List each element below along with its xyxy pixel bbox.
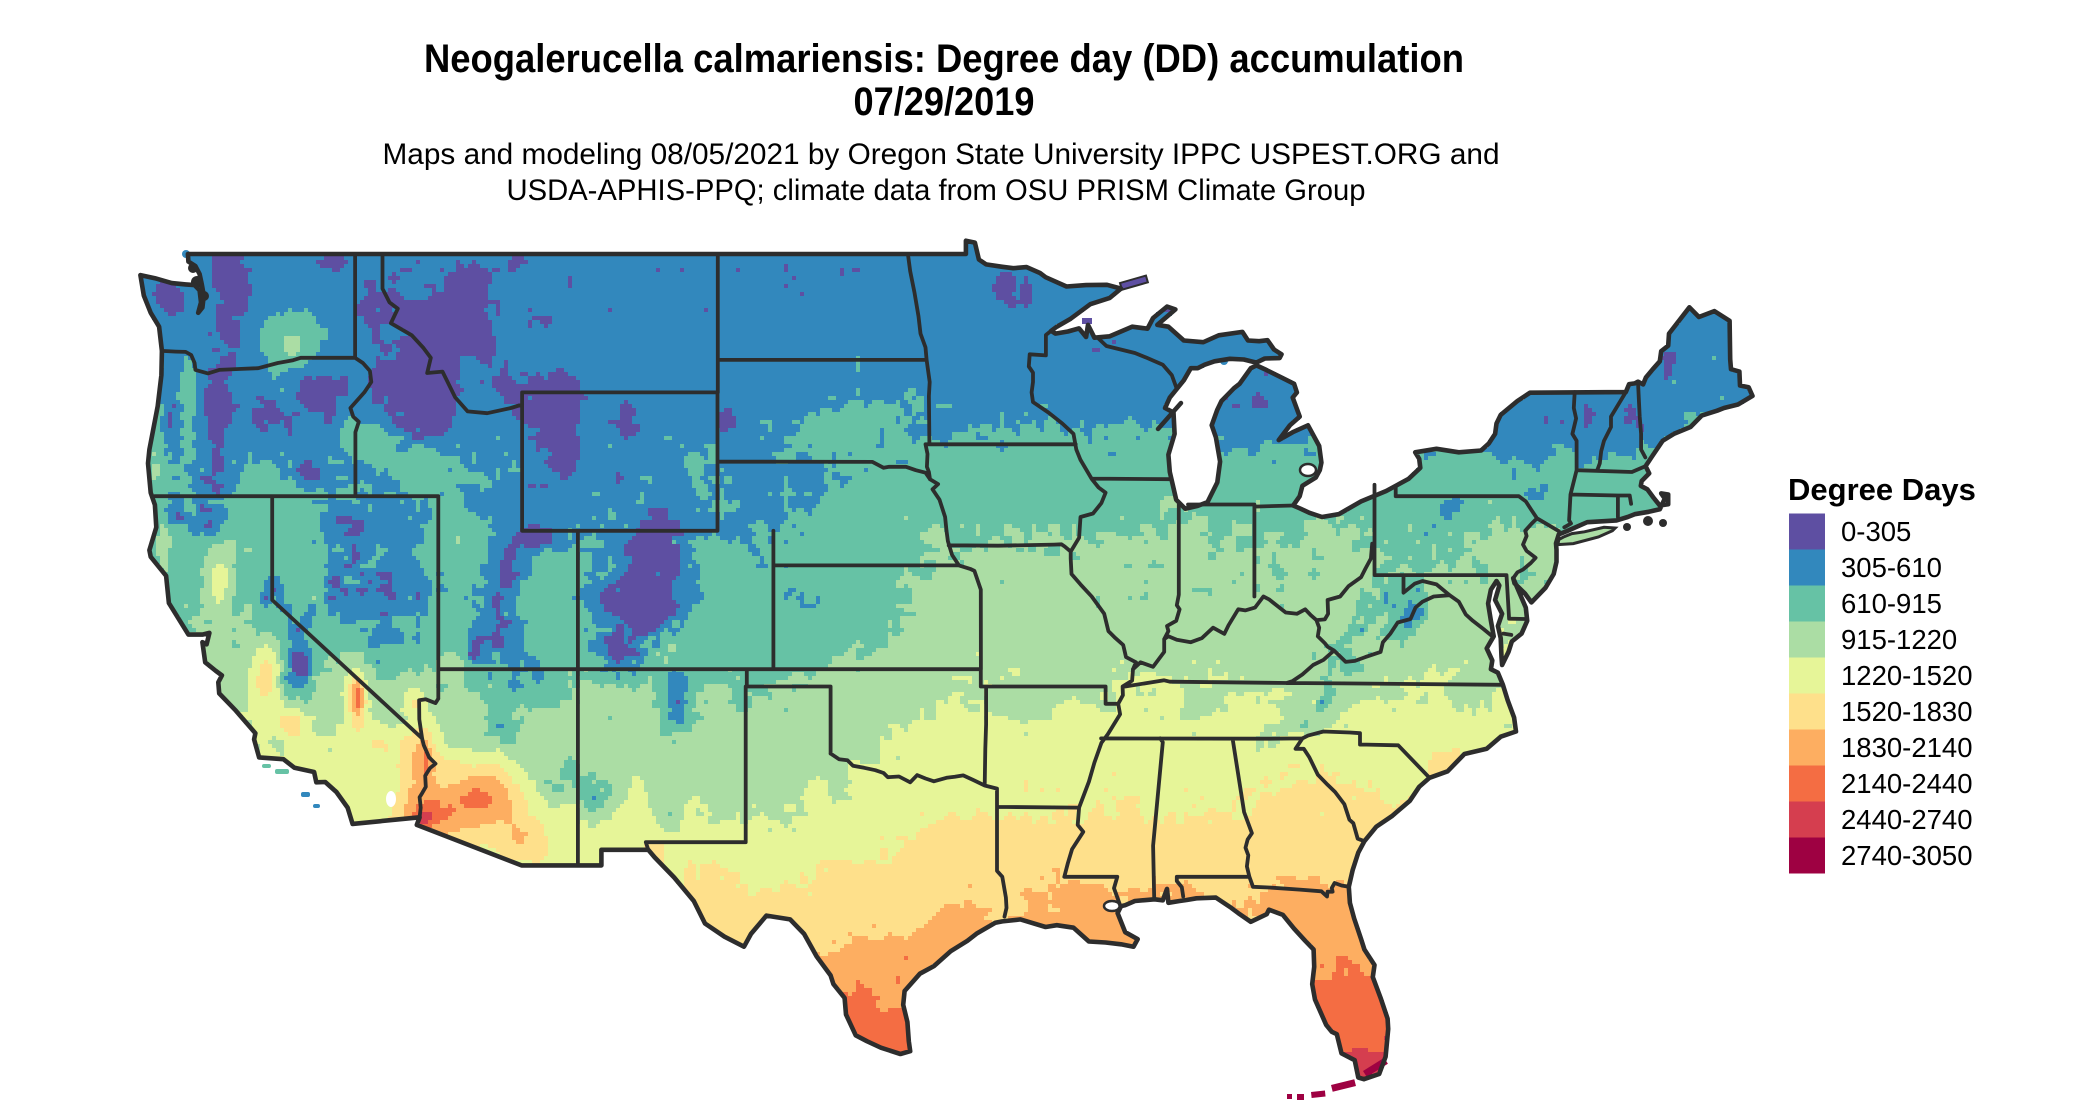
svg-text:1220-1520: 1220-1520 — [1841, 660, 1973, 691]
svg-text:610-915: 610-915 — [1841, 588, 1942, 619]
svg-text:Degree Days: Degree Days — [1788, 472, 1976, 507]
svg-text:Maps and modeling 08/05/2021 b: Maps and modeling 08/05/2021 by Oregon S… — [383, 138, 1500, 171]
svg-text:305-610: 305-610 — [1841, 552, 1942, 583]
svg-text:2140-2440: 2140-2440 — [1841, 768, 1973, 799]
svg-text:USDA-APHIS-PPQ; climate data f: USDA-APHIS-PPQ; climate data from OSU PR… — [507, 174, 1366, 207]
svg-text:07/29/2019: 07/29/2019 — [854, 80, 1035, 124]
svg-text:915-1220: 915-1220 — [1841, 624, 1957, 655]
svg-text:Neogalerucella calmariensis: D: Neogalerucella calmariensis: Degree day … — [424, 37, 1464, 81]
svg-text:2440-2740: 2440-2740 — [1841, 804, 1973, 835]
svg-text:1830-2140: 1830-2140 — [1841, 732, 1973, 763]
svg-text:1520-1830: 1520-1830 — [1841, 696, 1973, 727]
svg-text:2740-3050: 2740-3050 — [1841, 840, 1973, 871]
svg-text:0-305: 0-305 — [1841, 516, 1911, 547]
